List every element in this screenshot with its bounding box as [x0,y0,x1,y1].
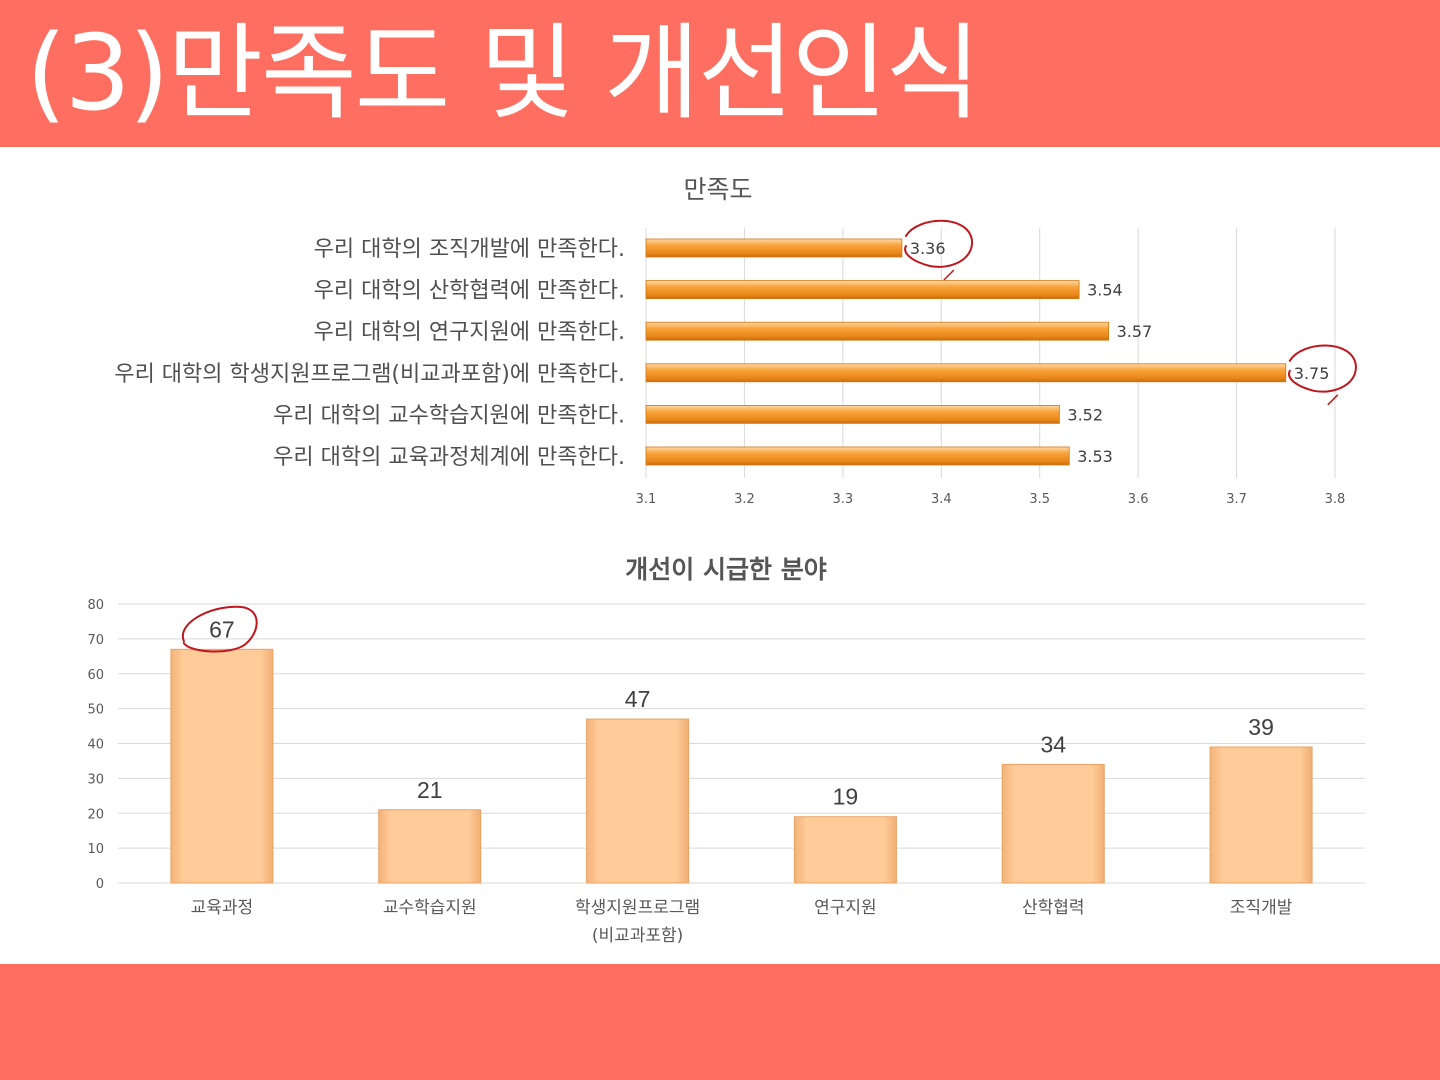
chart2-bar [170,648,274,884]
header-band [0,0,1440,147]
chart2-value-label: 34 [1040,731,1066,757]
chart1-category-label: 우리 대학의 조직개발에 만족한다. [314,237,625,262]
chart2-category-label: 조직개발 [1230,898,1293,918]
chart1-value-label: 3.36 [910,239,946,258]
chart1-category-label: 우리 대학의 연구지원에 만족한다. [314,320,625,345]
chart2-category-label: 교수학습지원 [383,898,477,918]
chart1-value-label: 3.57 [1117,322,1153,341]
chart2-bar [1209,746,1313,884]
chart2-bar [378,809,482,884]
chart2-y-tick-label: 20 [87,807,104,822]
chart2-y-tick-label: 60 [87,668,104,683]
chart2-y-tick-label: 70 [87,633,104,648]
chart2-value-label: 47 [625,686,651,712]
chart1-highlight-circle [904,219,973,268]
chart1-highlight-circle [1288,344,1357,393]
chart1-title: 만족도 [683,175,752,204]
chart1-x-tick-label: 3.7 [1226,492,1247,507]
chart2-highlight-circle [181,605,258,653]
chart2-category-label: 산학협력 [1022,898,1085,918]
chart1-x-tick-label: 3.6 [1128,492,1149,507]
chart2-bar [793,816,897,884]
chart2-category-label: 연구지원 [814,898,877,918]
chart2-bar [1001,763,1105,884]
chart2-value-label: 39 [1248,714,1274,740]
chart2-y-tick-label: 10 [87,842,104,857]
chart1-bar [645,404,1060,424]
chart2-category-label: 교육과정 [191,898,254,918]
chart1-x-tick-label: 3.3 [833,492,854,507]
chart1-category-label: 우리 대학의 교육과정체계에 만족한다. [273,445,625,470]
chart2-y-tick-label: 0 [96,877,104,892]
chart2-y-tick-label: 40 [87,738,104,753]
chart2-category-label: (비교과포함) [592,926,683,946]
chart1-category-label: 우리 대학의 학생지원프로그램(비교과포함)에 만족한다. [114,362,625,387]
chart1-value-label: 3.53 [1077,447,1113,466]
chart2-value-label: 21 [417,777,443,803]
chart1-x-tick-label: 3.1 [636,492,657,507]
chart1-bar [645,238,903,258]
chart1-highlight-tail [943,269,955,281]
chart2-title: 개선이 시급한 분야 [625,555,826,584]
chart1-bar [645,321,1110,341]
slide-title: (3)만족도 및 개선인식 [26,12,981,134]
chart1-x-tick-label: 3.2 [734,492,755,507]
chart1-value-label: 3.75 [1294,364,1330,383]
chart2-category-label: 학생지원프로그램 [575,898,700,918]
chart1-value-label: 3.52 [1067,405,1103,424]
chart2-bar [586,718,690,884]
chart1-value-label: 3.54 [1087,281,1123,300]
chart1-bar [645,363,1287,383]
chart1-x-tick-label: 3.5 [1029,492,1050,507]
chart1-highlight-tail [1327,394,1339,406]
chart2-y-tick-label: 80 [87,598,104,613]
chart1-x-tick-label: 3.8 [1325,492,1346,507]
chart1-category-label: 우리 대학의 교수학습지원에 만족한다. [273,403,625,428]
chart1-x-tick-label: 3.4 [931,492,952,507]
chart1-bar [645,280,1080,300]
chart2-y-tick-label: 50 [87,703,104,718]
chart2-value-label: 67 [209,616,235,642]
footer-band [0,964,1440,1080]
chart1-category-label: 우리 대학의 산학협력에 만족한다. [314,279,625,304]
chart2-value-label: 19 [833,784,859,810]
chart2-y-tick-label: 30 [87,772,104,787]
chart1-bar [645,446,1070,466]
